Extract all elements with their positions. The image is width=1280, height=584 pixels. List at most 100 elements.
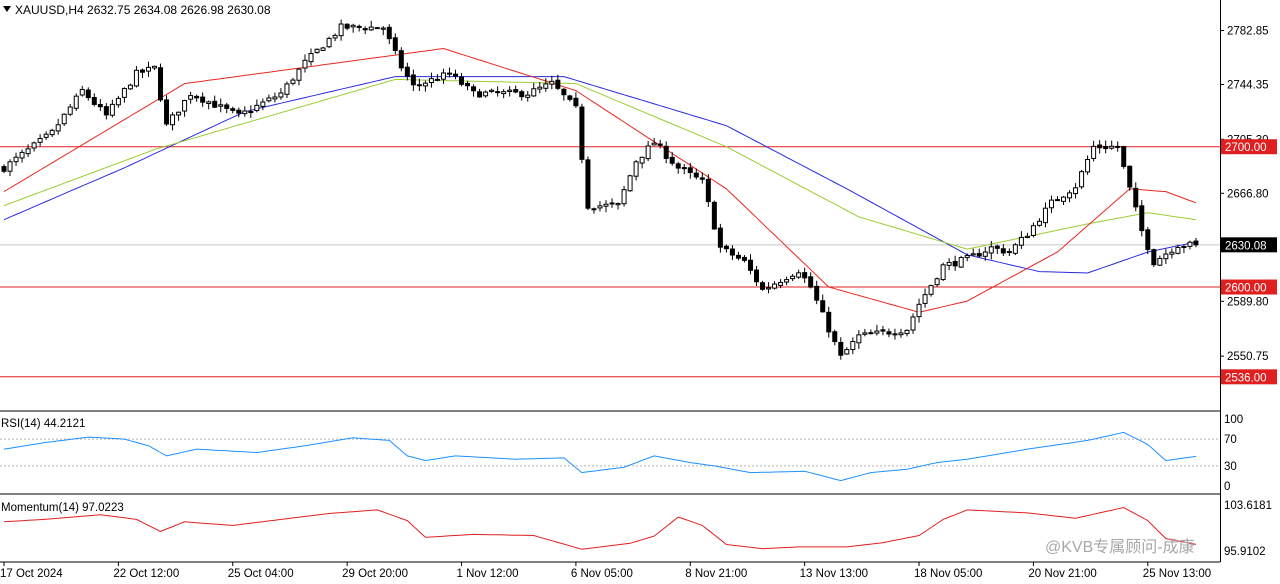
- candle-body-bear: [495, 91, 501, 94]
- candle-body-bear: [398, 50, 404, 69]
- candle-body-bull: [1012, 244, 1018, 254]
- candle-body-bull: [772, 283, 778, 289]
- candle-body-bull: [1061, 196, 1067, 202]
- candle-body-bull: [61, 113, 67, 125]
- candle-body-bear: [103, 106, 109, 116]
- candle-body-bull: [862, 332, 868, 335]
- candle-body-bear: [459, 76, 465, 85]
- time-tick-label: 22 Oct 12:00: [113, 568, 179, 579]
- candle-body-bull: [145, 66, 151, 72]
- level-label-box: [1221, 139, 1277, 155]
- candle-body-bear: [1103, 145, 1109, 150]
- candle-body-bull: [543, 83, 549, 89]
- candle-body-bull: [1091, 145, 1097, 159]
- candle-body-bear: [838, 341, 844, 356]
- candle-body-bull: [639, 156, 645, 164]
- candle-body-bull: [621, 189, 627, 205]
- candle-body-bull: [338, 23, 344, 37]
- candle-body-bear: [1000, 248, 1006, 254]
- candle-body-bull: [784, 279, 790, 283]
- momentum-line: [3, 506, 1197, 550]
- candle-body-bull: [922, 294, 928, 304]
- candle-body-bull: [970, 253, 976, 256]
- candle-body-bear: [669, 156, 675, 164]
- candle-body-bear: [555, 79, 561, 89]
- time-tick-label: 18 Nov 05:00: [914, 568, 982, 579]
- candle-body-bear: [567, 95, 573, 100]
- candle-body-bull: [368, 26, 374, 31]
- candle-body-bear: [675, 163, 681, 169]
- candle-body-bear: [723, 245, 729, 250]
- ma-slow-line: [3, 76, 1197, 274]
- candle-body-bear: [760, 282, 766, 290]
- candle-body-bull: [1024, 235, 1030, 238]
- candle-body-bear: [693, 172, 699, 178]
- rsi-tick-label: 0: [1224, 481, 1230, 493]
- candle-body-bear: [711, 201, 717, 230]
- candle-body-bear: [91, 97, 97, 105]
- candle-body-bear: [410, 74, 416, 86]
- candle-body-bull: [182, 100, 188, 112]
- level-label: 2600.00: [1225, 283, 1267, 295]
- candle-body-bull: [489, 89, 495, 93]
- candle-body-bear: [1139, 205, 1145, 232]
- price-level-labels: 2700.00 2600.00 2536.00 2630.08: [1221, 139, 1277, 385]
- candles: [1, 19, 1199, 360]
- candle-body-bull: [507, 89, 513, 93]
- candle-body-bear: [573, 97, 579, 107]
- candle-body-bull: [615, 203, 621, 206]
- candle-body-bull: [958, 257, 964, 268]
- candle-body-bull: [260, 101, 266, 107]
- candle-body-bull: [242, 110, 248, 115]
- candle-body-bear: [579, 106, 585, 160]
- candle-body-bull: [1169, 251, 1175, 255]
- candle-body-bear: [471, 86, 477, 92]
- candle-body-bull: [188, 95, 194, 100]
- candle-body-bull: [109, 103, 115, 116]
- candle-body-bull: [844, 349, 850, 355]
- candle-body-bull: [170, 114, 176, 126]
- candle-body-bull: [1181, 246, 1187, 249]
- candle-body-bull: [483, 91, 489, 97]
- candle-body-bull: [928, 285, 934, 295]
- candle-body-bull: [916, 303, 922, 318]
- candle-body-bull: [440, 72, 446, 80]
- candle-body-bull: [115, 97, 121, 106]
- candle-body-bear: [880, 329, 886, 332]
- price-tick-label: 2744.35: [1227, 80, 1269, 92]
- candle-body-bull: [525, 94, 531, 98]
- level-label: 2700.00: [1225, 142, 1267, 154]
- candle-body-bull: [790, 275, 796, 280]
- candle-body-bull: [766, 287, 772, 290]
- candle-body-bear: [1121, 146, 1127, 167]
- ma-fast-line: [3, 47, 1197, 313]
- candle-body-bear: [886, 331, 892, 335]
- time-tick-label: 25 Oct 04:00: [228, 568, 294, 579]
- candle-body-bear: [1097, 144, 1103, 149]
- current-price-label: 2630.08: [1225, 240, 1267, 252]
- candle-body-bull: [531, 88, 537, 97]
- price-tick-label: 2550.75: [1227, 351, 1269, 363]
- candle-body-bear: [663, 145, 669, 159]
- candle-body-bear: [717, 227, 723, 248]
- candle-body-bull: [850, 340, 856, 351]
- candle-body-bear: [1145, 229, 1151, 250]
- candle-body-bear: [248, 111, 254, 114]
- candle-body-bull: [597, 205, 603, 209]
- candle-body-bear: [230, 108, 236, 111]
- candle-body-bull: [501, 91, 507, 95]
- candle-body-bull: [67, 106, 73, 115]
- candle-body-bull: [603, 203, 609, 207]
- candle-body-bear: [687, 167, 693, 174]
- candle-body-bull: [898, 332, 904, 336]
- candle-body-bear: [814, 285, 820, 301]
- candle-body-bull: [1073, 187, 1079, 195]
- candle-body-bear: [735, 254, 741, 259]
- candle-body-bull: [332, 34, 338, 39]
- dropdown-triangle-icon[interactable]: [3, 6, 11, 12]
- candle-body-bull: [910, 316, 916, 331]
- candle-body-bull: [121, 88, 127, 98]
- momentum-tick-label: 103.6181: [1224, 500, 1272, 512]
